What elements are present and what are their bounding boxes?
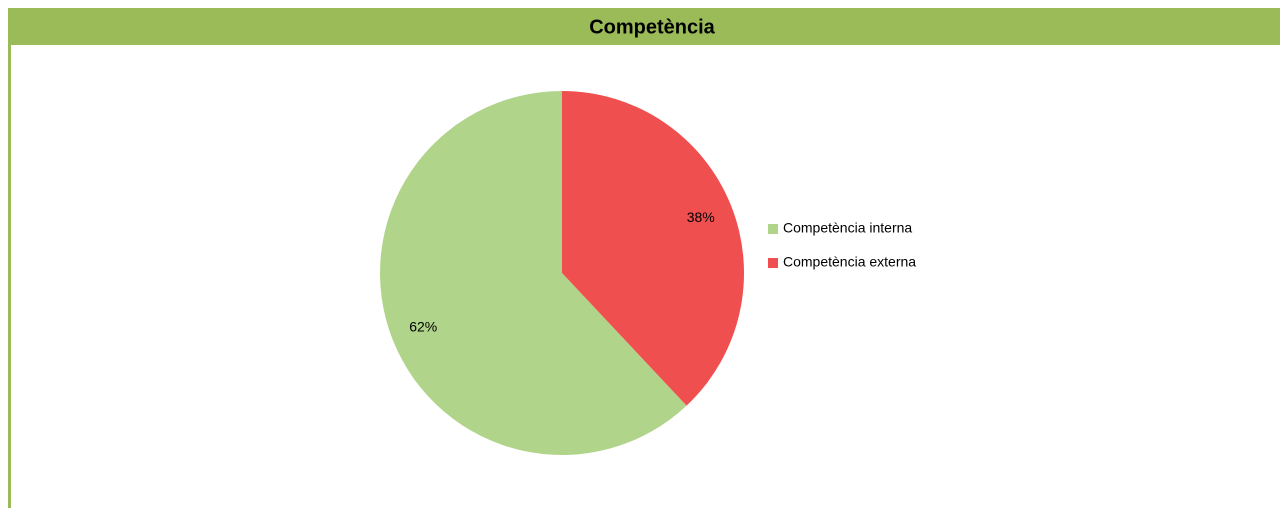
data-label: 62% xyxy=(409,319,437,335)
legend-label: Competència interna xyxy=(783,220,912,236)
legend-swatch xyxy=(768,258,778,268)
pie-slice xyxy=(380,91,687,455)
legend-label: Competència externa xyxy=(783,254,916,270)
chart-title: Competència xyxy=(589,16,715,38)
header-bar xyxy=(8,8,1280,45)
pie-slice xyxy=(562,91,745,406)
legend-swatch xyxy=(768,224,778,234)
data-label: 38% xyxy=(687,209,715,225)
left-border xyxy=(8,45,11,508)
